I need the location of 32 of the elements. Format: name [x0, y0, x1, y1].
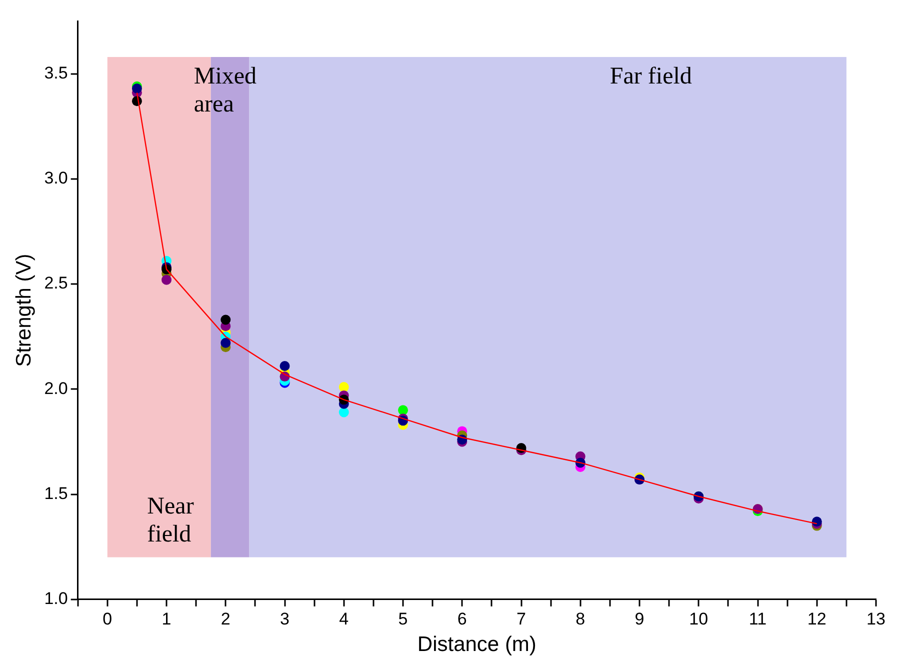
- x-tick-label: 11: [748, 609, 767, 628]
- point: [398, 405, 408, 416]
- x-tick-label: 12: [807, 609, 826, 628]
- x-tick-label: 2: [220, 609, 230, 628]
- x-tick-label: 5: [398, 609, 408, 628]
- x-tick-label: 9: [634, 609, 644, 628]
- y-tick-label: 1.0: [44, 589, 68, 608]
- y-tick-label: 1.5: [44, 484, 68, 503]
- point: [220, 314, 231, 325]
- band-label: Mixed area: [194, 63, 257, 118]
- x-tick-label: 3: [280, 609, 290, 628]
- x-tick-label: 8: [576, 609, 586, 628]
- point: [162, 274, 172, 285]
- point: [338, 382, 349, 392]
- x-tick-label: 6: [457, 609, 467, 628]
- x-tick-label: 4: [339, 609, 349, 628]
- point: [280, 361, 290, 372]
- band-label: Far field: [610, 63, 692, 90]
- x-tick-label: 1: [162, 609, 172, 628]
- y-tick-label: 3.0: [44, 168, 68, 188]
- y-tick-label: 3.5: [44, 63, 68, 82]
- band-label: Near field: [147, 493, 194, 548]
- x-tick-label: 13: [866, 609, 886, 628]
- y-tick-label: 2.5: [44, 274, 68, 293]
- y-tick-label: 2.0: [44, 378, 68, 398]
- point: [220, 338, 231, 348]
- y-axis-title: Strength (V): [12, 254, 36, 367]
- point: [338, 407, 349, 418]
- x-tick-label: 0: [102, 609, 112, 628]
- x-axis-title: Distance (m): [417, 633, 536, 656]
- x-tick-label: 10: [689, 609, 708, 628]
- x-tick-label: 7: [516, 609, 526, 628]
